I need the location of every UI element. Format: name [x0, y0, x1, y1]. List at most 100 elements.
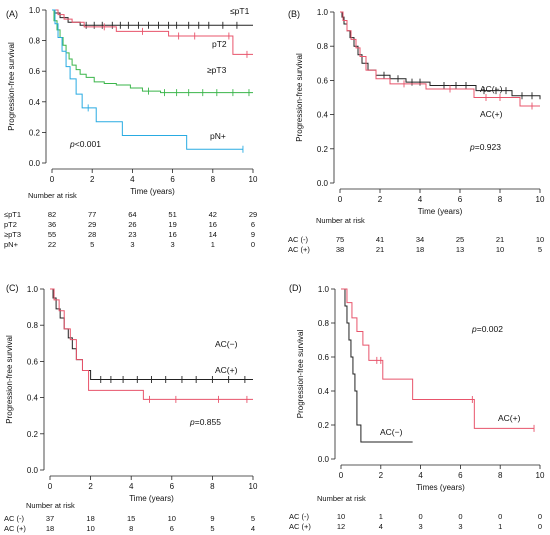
y-tick-label: 0.8	[318, 319, 330, 328]
x-tick-label: 10	[536, 471, 545, 480]
y-axis-label: Progression-free survival	[7, 42, 16, 131]
risk-value: 16	[168, 230, 176, 239]
y-tick-label: 0.0	[318, 455, 330, 464]
risk-value: 14	[209, 230, 217, 239]
curve-label: AC(−)	[215, 339, 238, 349]
p-value-number: =0.923	[475, 142, 502, 152]
km-curve-series-0	[340, 11, 541, 100]
risk-table-title: Number at risk	[317, 494, 366, 503]
risk-value: 10	[536, 235, 544, 244]
risk-row-label: AC (+)	[289, 522, 311, 531]
risk-row-label: pT2	[4, 220, 17, 229]
risk-table-title: Number at risk	[316, 216, 365, 225]
y-tick-label: 0.2	[27, 430, 39, 439]
risk-row-label: ≤pT1	[4, 210, 21, 219]
risk-value: 4	[251, 524, 255, 533]
risk-value: 3	[130, 240, 134, 249]
risk-value: 18	[416, 245, 424, 254]
risk-value: 5	[538, 245, 542, 254]
p-value-number: =0.002	[477, 324, 504, 334]
x-tick-label: 4	[418, 471, 423, 480]
risk-value: 82	[48, 210, 56, 219]
risk-value: 10	[337, 512, 345, 521]
x-tick-label: 2	[379, 471, 384, 480]
risk-value: 64	[128, 210, 136, 219]
risk-value: 12	[337, 522, 345, 531]
risk-value: 16	[209, 220, 217, 229]
risk-table-title: Number at risk	[26, 501, 75, 510]
p-value: p=0.002	[471, 324, 503, 334]
p-value-symbol: p	[469, 142, 475, 152]
km-curve-series-3	[52, 9, 243, 150]
risk-row-label: AC (-)	[289, 512, 309, 521]
y-axis-label: Progression-free survival	[295, 53, 304, 142]
risk-value: 15	[127, 514, 135, 523]
risk-value: 21	[496, 235, 504, 244]
x-tick-label: 8	[210, 482, 215, 491]
x-tick-label: 6	[458, 471, 463, 480]
risk-value: 1	[379, 512, 383, 521]
risk-value: 9	[251, 230, 255, 239]
curve-label: pT2	[212, 39, 227, 49]
x-tick-label: 2	[378, 195, 383, 204]
risk-value: 10	[168, 514, 176, 523]
x-tick-label: 4	[129, 482, 134, 491]
risk-value: 19	[168, 220, 176, 229]
risk-value: 29	[88, 220, 96, 229]
x-tick-label: 0	[339, 471, 344, 480]
risk-value: 38	[336, 245, 344, 254]
p-value: p=0.855	[189, 417, 221, 427]
risk-value: 3	[419, 522, 423, 531]
risk-value: 6	[251, 220, 255, 229]
panel-label: (A)	[6, 9, 18, 19]
x-tick-label: 8	[498, 195, 503, 204]
x-tick-label: 10	[536, 195, 545, 204]
p-value-symbol: p	[69, 139, 75, 149]
risk-value: 25	[456, 235, 464, 244]
x-axis-label: Time (years)	[129, 494, 174, 503]
risk-value: 42	[209, 210, 217, 219]
risk-row-label: ≥pT3	[4, 230, 21, 239]
panel-0: (A)0.00.20.40.60.81.00 2 4 6 8 10Progression-…	[4, 6, 258, 249]
x-tick-label: 0	[338, 195, 343, 204]
curve-label: pN+	[210, 131, 226, 141]
x-axis-label: Times (years)	[416, 483, 465, 492]
y-tick-label: 0.6	[29, 67, 41, 76]
p-value-symbol: p	[471, 324, 477, 334]
risk-row-label: pN+	[4, 240, 19, 249]
y-tick-label: 1.0	[318, 285, 330, 294]
x-tick-label: 6	[170, 175, 175, 184]
x-tick-label: 0	[48, 482, 53, 491]
curve-label: AC(−)	[380, 427, 403, 437]
y-tick-label: 1.0	[27, 285, 39, 294]
km-curve-series-2	[52, 9, 253, 94]
risk-value: 0	[458, 512, 462, 521]
curve-label: AC(+)	[498, 413, 521, 423]
x-tick-label: 8	[211, 175, 216, 184]
km-curve-series-1	[341, 288, 535, 429]
risk-value: 77	[88, 210, 96, 219]
risk-value: 10	[496, 245, 504, 254]
p-value-number: <0.001	[75, 139, 102, 149]
risk-row-label: AC (-)	[288, 235, 308, 244]
y-tick-label: 0.0	[27, 466, 39, 475]
risk-value: 4	[379, 522, 383, 531]
x-tick-label: 4	[418, 195, 423, 204]
y-tick-label: 0.4	[29, 98, 41, 107]
risk-value: 26	[128, 220, 136, 229]
y-tick-label: 1.0	[317, 8, 329, 17]
x-tick-label: 6	[170, 482, 175, 491]
risk-row-label: AC (-)	[4, 514, 24, 523]
x-tick-label: 2	[88, 482, 93, 491]
y-tick-label: 0.2	[29, 128, 41, 137]
risk-value: 34	[416, 235, 424, 244]
risk-table-title: Number at risk	[28, 191, 77, 200]
y-tick-label: 0.0	[317, 179, 329, 188]
y-tick-label: 0.6	[27, 357, 39, 366]
risk-value: 8	[129, 524, 133, 533]
y-axis-label: Progression-free survival	[5, 335, 14, 424]
risk-value: 3	[458, 522, 462, 531]
panel-label: (B)	[288, 9, 300, 19]
risk-value: 9	[210, 514, 214, 523]
risk-value: 3	[171, 240, 175, 249]
